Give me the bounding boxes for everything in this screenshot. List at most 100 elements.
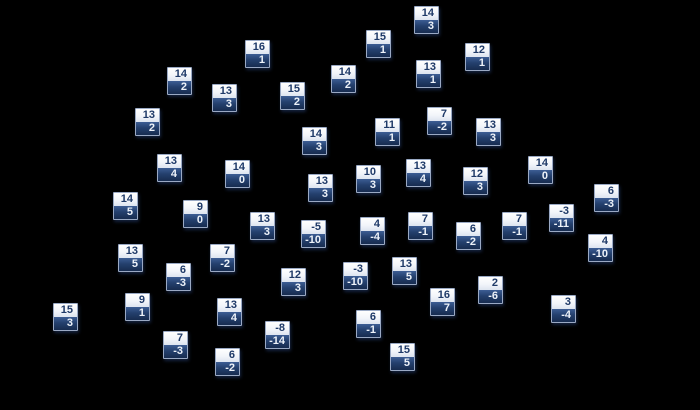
unit-tile-top-value: 14 [415,7,438,20]
unit-tile[interactable]: 6 -2 [456,222,481,250]
unit-tile-top-value: 4 [589,235,612,248]
unit-tile-bottom-value: 0 [184,214,207,227]
unit-tile[interactable]: 4 -10 [588,234,613,262]
unit-tile[interactable]: 13 4 [157,154,182,182]
unit-tile-top-value: 7 [211,245,234,258]
unit-tile[interactable]: -3 -11 [549,204,574,232]
unit-tile-top-value: -5 [302,221,325,234]
unit-tile[interactable]: 13 3 [476,118,501,146]
unit-tile[interactable]: 13 5 [392,257,417,285]
unit-tile[interactable]: 6 -3 [594,184,619,212]
unit-tile-top-value: -3 [550,205,573,218]
unit-tile-bottom-value: -1 [503,226,526,239]
unit-tile[interactable]: 6 -1 [356,310,381,338]
unit-tile-bottom-value: 3 [464,181,487,194]
unit-tile[interactable]: 14 2 [167,67,192,95]
unit-tile-top-value: 6 [457,223,480,236]
unit-tile[interactable]: -8 -14 [265,321,290,349]
unit-tile-bottom-value: 2 [168,81,191,94]
unit-tile-top-value: 15 [54,304,77,317]
unit-tile[interactable]: 14 3 [414,6,439,34]
unit-tile[interactable]: 7 -1 [502,212,527,240]
unit-tile[interactable]: 13 3 [250,212,275,240]
unit-tile[interactable]: 14 2 [331,65,356,93]
unit-tile-top-value: 3 [552,296,575,309]
unit-tile-bottom-value: -3 [164,345,187,358]
unit-tile[interactable]: 12 3 [463,167,488,195]
unit-tile-top-value: -8 [266,322,289,335]
unit-tile[interactable]: 13 4 [217,298,242,326]
unit-tile-bottom-value: 3 [309,188,332,201]
unit-tile-bottom-value: -11 [550,218,573,231]
unit-tile-bottom-value: 2 [136,122,159,135]
unit-tile[interactable]: 10 3 [356,165,381,193]
unit-tile-bottom-value: -1 [357,324,380,337]
unit-tile[interactable]: 16 1 [245,40,270,68]
unit-tile[interactable]: 7 -2 [427,107,452,135]
unit-tile-top-value: 6 [357,311,380,324]
unit-tile-top-value: 7 [409,213,432,226]
unit-tile[interactable]: 3 -4 [551,295,576,323]
unit-tile-bottom-value: 0 [226,174,249,187]
unit-tile[interactable]: 7 -1 [408,212,433,240]
unit-tile-bottom-value: -2 [216,362,239,375]
unit-tile[interactable]: 11 1 [375,118,400,146]
unit-tile-bottom-value: 3 [303,141,326,154]
unit-tile[interactable]: 15 3 [53,303,78,331]
unit-tile[interactable]: 4 -4 [360,217,385,245]
unit-tile[interactable]: 9 1 [125,293,150,321]
unit-tile-top-value: 13 [251,213,274,226]
unit-tile-bottom-value: 5 [391,357,414,370]
unit-tile[interactable]: 12 1 [465,43,490,71]
unit-tile[interactable]: -5 -10 [301,220,326,248]
unit-tile-top-value: 14 [114,193,137,206]
unit-tile[interactable]: 13 1 [416,60,441,88]
unit-tile-bottom-value: 3 [357,179,380,192]
unit-tile[interactable]: 13 3 [212,84,237,112]
unit-tile-top-value: 7 [503,213,526,226]
unit-tile[interactable]: 2 -6 [478,276,503,304]
unit-tile-top-value: 6 [167,264,190,277]
unit-tile-bottom-value: 7 [431,302,454,315]
unit-tile-top-value: 13 [218,299,241,312]
unit-tile-bottom-value: 4 [158,168,181,181]
unit-tile-bottom-value: 3 [415,20,438,33]
unit-tile-bottom-value: 2 [332,79,355,92]
unit-tile-top-value: 13 [309,175,332,188]
unit-tile[interactable]: 14 3 [302,127,327,155]
unit-tile[interactable]: 7 -3 [163,331,188,359]
unit-tile[interactable]: 15 5 [390,343,415,371]
unit-tile[interactable]: 7 -2 [210,244,235,272]
unit-tile-top-value: 16 [431,289,454,302]
unit-tile-top-value: 13 [407,160,430,173]
unit-tile-bottom-value: 3 [213,98,236,111]
unit-tile[interactable]: 12 3 [281,268,306,296]
unit-tile[interactable]: 14 0 [225,160,250,188]
unit-tile-bottom-value: 1 [246,54,269,67]
unit-tile[interactable]: 14 5 [113,192,138,220]
unit-tile[interactable]: 9 0 [183,200,208,228]
unit-tile-bottom-value: 1 [466,57,489,70]
unit-tile-bottom-value: -2 [428,121,451,134]
unit-tile-bottom-value: -10 [302,234,325,247]
unit-tile[interactable]: 6 -2 [215,348,240,376]
unit-tile[interactable]: 6 -3 [166,263,191,291]
unit-tile[interactable]: 13 5 [118,244,143,272]
unit-tile[interactable]: 13 3 [308,174,333,202]
unit-tile-bottom-value: 3 [54,317,77,330]
unit-tile[interactable]: 14 0 [528,156,553,184]
unit-tile-top-value: 15 [367,31,390,44]
unit-tile[interactable]: 15 1 [366,30,391,58]
unit-tile[interactable]: 15 2 [280,82,305,110]
unit-tile-top-value: 4 [361,218,384,231]
unit-tile[interactable]: 13 4 [406,159,431,187]
unit-tile-top-value: 14 [168,68,191,81]
unit-tile[interactable]: 16 7 [430,288,455,316]
unit-tile[interactable]: -3 -10 [343,262,368,290]
unit-tile[interactable]: 13 2 [135,108,160,136]
unit-tile-bottom-value: 1 [417,74,440,87]
unit-tile-top-value: 16 [246,41,269,54]
unit-tile-top-value: 13 [417,61,440,74]
unit-tile-bottom-value: -4 [361,231,384,244]
